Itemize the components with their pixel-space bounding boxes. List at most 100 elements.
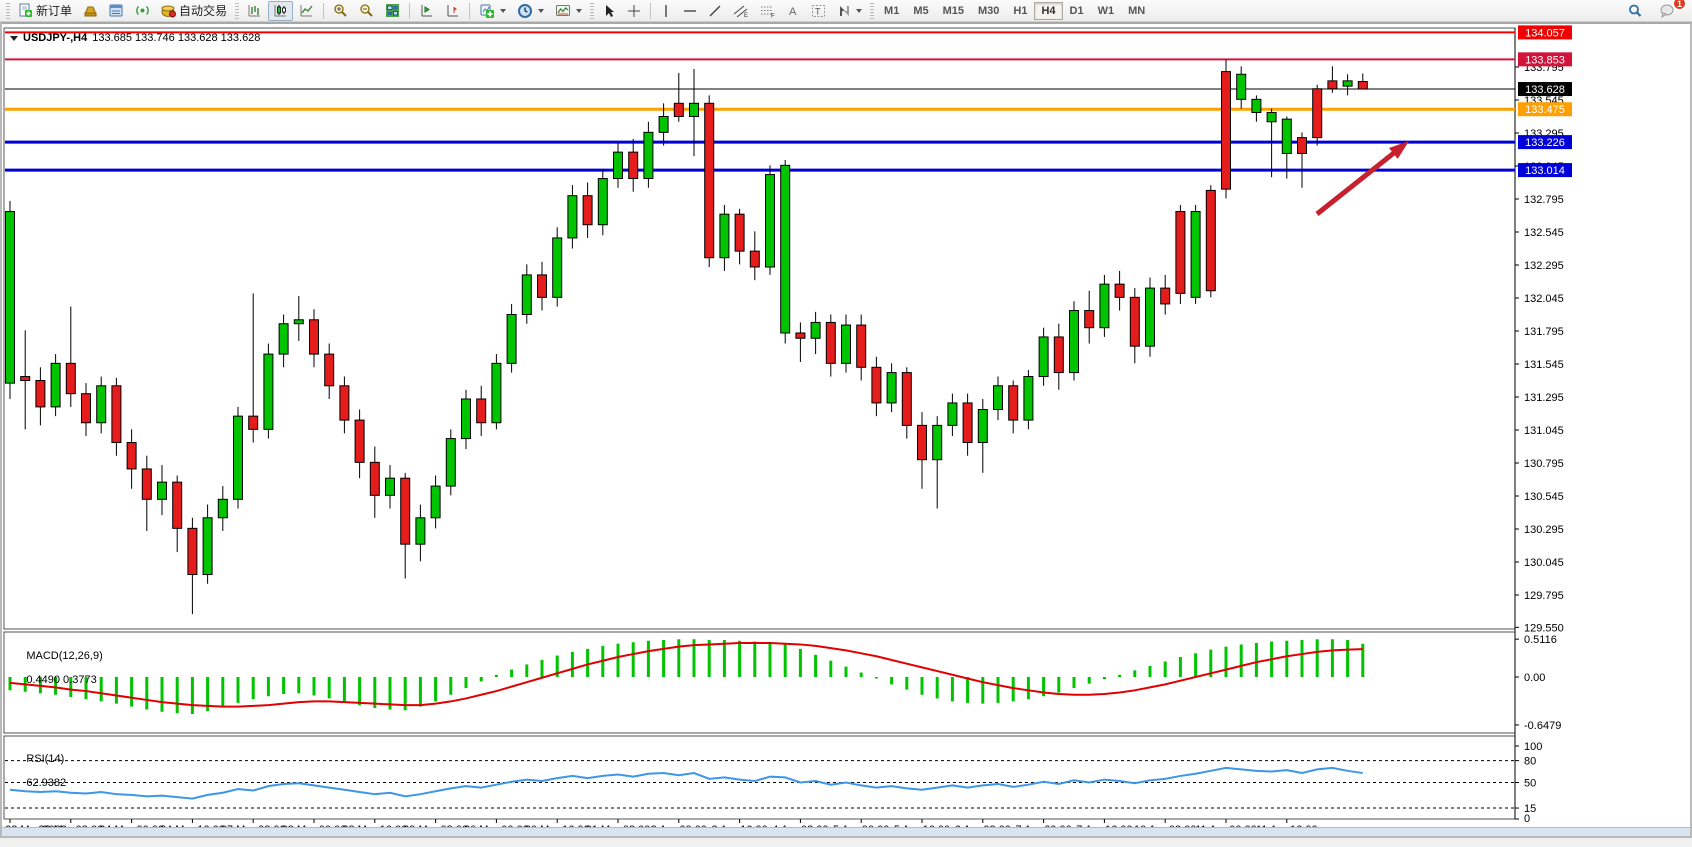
search-button[interactable] [1622,1,1648,21]
candle-body[interactable] [673,102,684,118]
candle-body[interactable] [1084,310,1095,329]
fibonacci-tool-button[interactable]: F [755,1,781,21]
chart-profiles-button[interactable] [78,1,103,21]
candle-body[interactable] [1357,81,1368,90]
candle-body[interactable] [1266,112,1277,123]
price-chart-canvas[interactable]: 133.795133.545133.295133.045132.795132.5… [2,24,1690,836]
main-chart-panel[interactable] [3,27,1516,630]
candle-body[interactable] [643,131,654,180]
candle-body[interactable] [1160,287,1171,305]
timeframe-button-h4[interactable]: H4 [1034,1,1063,20]
macd-panel[interactable] [3,631,1516,734]
candle-body[interactable] [1312,88,1323,139]
candle-body[interactable] [233,415,243,500]
timeframe-button-w1[interactable]: W1 [1097,4,1115,17]
candle-body[interactable] [476,398,487,424]
line-chart-mode-button[interactable] [294,1,319,21]
candle-body[interactable] [1114,283,1125,298]
bar-chart-mode-button[interactable] [242,1,267,21]
candle-body[interactable] [734,213,745,252]
candle-body[interactable] [886,372,897,404]
zoom-in-button[interactable] [328,1,353,21]
candle-body[interactable] [582,195,593,226]
step-forward-button[interactable] [414,1,439,21]
zoom-out-button[interactable] [354,1,379,21]
candle-body[interactable] [658,116,669,133]
candle-body[interactable] [65,362,76,395]
toolbar-grip[interactable] [235,2,240,19]
crosshair-tool-button[interactable] [622,1,646,21]
candle-body[interactable] [157,481,167,500]
candle-body[interactable] [1145,287,1155,347]
candle-body[interactable] [613,151,623,180]
annotation-arrow-head[interactable] [1388,141,1409,159]
candle-body[interactable] [309,319,319,355]
chart-template-button[interactable] [550,1,587,21]
candle-body[interactable] [567,195,578,239]
candle-body[interactable] [1069,310,1079,374]
candle-body[interactable] [841,324,851,364]
candle-body[interactable] [1099,283,1110,329]
candle-body[interactable] [354,419,365,463]
candle-body[interactable] [324,353,335,387]
candle-body[interactable] [993,385,1003,411]
add-indicator-button[interactable] [474,1,511,21]
candle-body[interactable] [96,385,107,424]
step-back-button[interactable] [440,1,465,21]
timeframe-button-m30[interactable]: M30 [978,4,1000,17]
candle-body[interactable] [385,477,395,496]
candle-body[interactable] [217,498,228,519]
candle-body[interactable] [552,237,563,298]
candle-body[interactable] [50,362,61,408]
periods-button[interactable] [512,1,549,21]
candle-body[interactable] [1281,118,1292,154]
candle-body[interactable] [415,517,426,545]
candle-body[interactable] [111,385,122,444]
annotation-arrow-shaft[interactable] [1315,148,1399,216]
candle-body[interactable] [871,366,882,404]
candle-body[interactable] [932,424,943,461]
candle-body[interactable] [278,323,289,355]
candle-body[interactable] [126,442,137,470]
candle-body[interactable] [430,485,441,519]
candle-body[interactable] [1008,385,1019,421]
candle-body[interactable] [1236,73,1247,100]
candle-body[interactable] [1190,211,1201,298]
market-watch-button[interactable] [104,1,129,21]
candle-body[interactable] [81,393,91,424]
candle-body[interactable] [491,362,502,424]
navigator-button[interactable] [130,1,155,21]
horizontal-line-tool-button[interactable] [678,1,702,21]
cursor-tool-button[interactable] [597,1,621,21]
candle-body[interactable] [1038,336,1049,378]
toolbar-grip[interactable] [590,2,595,19]
candle-body[interactable] [962,402,973,444]
candle-body[interactable] [35,380,46,408]
candle-body[interactable] [400,477,411,545]
candle-body[interactable] [749,250,760,268]
candle-body[interactable] [537,274,547,298]
candle-body[interactable] [765,174,775,268]
rsi-panel[interactable] [3,735,1516,820]
candle-body[interactable] [293,319,304,325]
text-tool-button[interactable]: A [782,1,805,21]
toolbar-grip[interactable] [870,2,875,19]
candle-body[interactable] [977,409,988,444]
new-order-button[interactable]: 新订单 [13,1,77,21]
candle-body[interactable] [795,332,806,339]
candle-body[interactable] [172,481,183,529]
candle-body[interactable] [825,321,836,364]
candle-body[interactable] [369,461,380,496]
candle-body[interactable] [780,164,791,334]
candle-body[interactable] [521,274,532,315]
candle-body[interactable] [689,102,699,118]
arrows-tool-button[interactable] [832,1,867,21]
candle-body[interactable] [263,353,274,430]
candle-body[interactable] [1053,336,1064,374]
candle-body[interactable] [810,321,821,339]
timeframe-button-d1[interactable]: D1 [1069,4,1084,17]
timeframe-button-h1[interactable]: H1 [1013,4,1028,17]
candle-body[interactable] [1023,376,1034,421]
candle-body[interactable] [248,415,259,430]
candle-body[interactable] [917,424,927,461]
